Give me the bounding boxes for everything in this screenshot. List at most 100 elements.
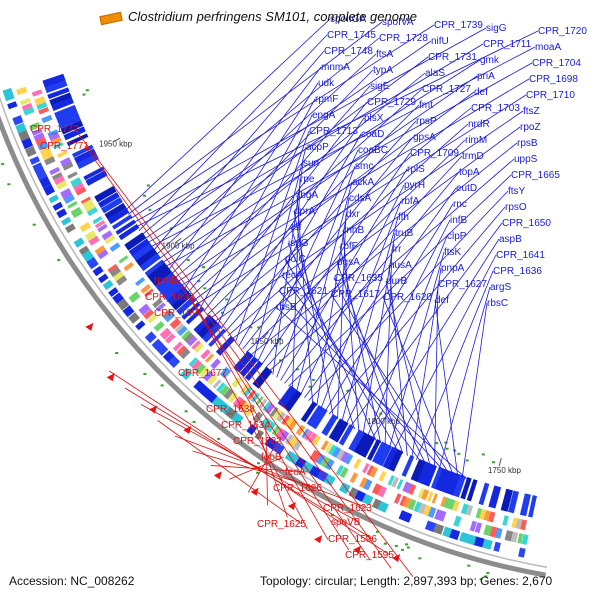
cog-color-track-segment [502,515,509,526]
gene-label-blue: aspB [499,234,522,245]
cds-strand-track-segment [54,106,79,123]
cds-strand-track-segment [146,262,169,282]
marker-dot [484,575,488,578]
cog-color-track-segment [511,517,518,529]
gene-strand-track-segment [43,184,55,196]
cds-strand-track-segment [49,92,72,106]
gene-label-red: CPR_1677 [178,368,227,379]
cog-color-track-segment [262,401,272,412]
gene-strand-track-segment [151,338,163,350]
cog-color-track-segment [295,424,306,436]
cog-color-track-outer-segment [413,501,422,513]
red-arrow-glyph [85,322,94,331]
gene-label-blue: ftsK [444,247,462,258]
cds-strand-track-segment [60,120,84,135]
gene-label-blue: plsX [364,113,384,124]
gene-label-blue: CPR_1710 [526,90,575,101]
cog-color-track-segment [86,206,98,217]
gene-label-red: CPR_1634 [221,420,270,431]
cog-color-track-segment [88,209,101,221]
gene-strand-track-segment [348,487,359,499]
blue-leader-line [224,120,417,333]
cog-color-track-outer-segment [245,405,255,417]
cog-color-track-outer-segment [138,303,151,316]
gene-strand-track-segment [65,223,76,234]
blue-leader-line [158,56,429,260]
blue-leader-line [200,98,316,308]
cog-color-track-outer-segment [84,230,97,242]
cog-color-track-segment [158,305,169,316]
cds-strand-track-segment [106,206,130,225]
gene-label-blue: CPR_1627 [438,279,487,290]
red-arrow-glyph [392,553,401,562]
genome-summary-text: Topology: circular; Length: 2,897,393 bp… [260,574,553,588]
gene-label-blue: coaD [361,129,384,140]
gene-label-blue: coaBC [358,145,388,156]
gene-strand-track-segment [217,401,231,415]
cds-strand-track-segment [440,470,455,494]
cog-color-track-segment [34,96,46,106]
blue-leader-line [324,203,454,412]
cog-color-track-outer-segment [70,206,83,219]
cog-color-track-outer-segment [284,434,294,445]
blue-leader-line [382,296,454,475]
blue-leader-line [136,30,539,228]
red-arrow-glyph [314,535,323,544]
blue-leader-line [242,136,414,350]
cds-strand-track-segment [372,441,387,464]
gene-label-blue: smc [355,161,373,172]
cog-color-track-outer-segment [201,369,214,382]
cog-color-track-outer-segment [226,390,238,403]
scale-tick-mark [498,458,502,467]
cog-color-track-segment [81,198,94,208]
cog-color-track-segment [343,453,354,465]
cog-color-track-segment [169,317,182,330]
cog-color-track-segment [287,419,298,431]
gene-strand-track-segment [481,538,493,550]
gene-label-blue: rbsB [276,302,297,313]
marker-dot [444,441,448,444]
red-leader-line [265,424,268,506]
gene-label-blue: rbfA [401,196,420,207]
cog-color-track-outer-segment [88,235,100,246]
cds-strand-track-segment [54,104,77,117]
gene-label-blue: rimM [465,135,487,146]
cog-color-track-segment [94,220,106,229]
cog-color-track-segment [53,142,64,150]
gene-label-blue: recA [282,270,303,281]
cog-color-track-segment [174,323,185,333]
cds-strand-track-segment [124,232,147,251]
gene-strand-track-segment [32,162,44,173]
cds-strand-track-segment [244,360,263,381]
cog-color-track-segment [353,458,362,470]
cog-color-track-outer-segment [286,435,299,448]
cog-color-track-segment [61,160,74,171]
gene-label-blue: CPR_1621 [279,286,328,297]
blue-leader-line [210,107,472,319]
blue-leader-line [180,78,530,287]
gene-label-blue: rbsC [487,298,508,309]
cog-color-track-outer-segment [371,483,383,496]
marker-dot [445,447,449,450]
gene-strand-track-segment [493,541,501,552]
cog-color-track-outer-segment [296,441,308,454]
marker-dot [85,89,89,92]
cog-color-track-outer-segment [43,155,56,166]
cog-color-track-segment [80,196,91,204]
cds-strand-track-segment [330,419,349,443]
gene-label-red: CPR_1699 [145,292,194,303]
cog-color-track-segment [369,466,379,478]
cog-color-track-outer-segment [426,506,437,518]
cog-color-track-segment [250,392,260,403]
cog-color-track-outer-segment [320,456,330,468]
cog-color-track-segment [387,475,395,486]
blue-leader-line [389,251,445,448]
cds-strand-track-segment [44,78,68,94]
cds-strand-track-segment [144,259,165,277]
cog-color-track-outer-segment [52,174,65,185]
cds-strand-track-segment [401,455,415,477]
scale-tick-mark [112,137,121,143]
cog-color-track-outer-segment [21,102,33,111]
cog-color-track-outer-segment [60,188,73,200]
cds-strand-track-segment [444,471,461,496]
